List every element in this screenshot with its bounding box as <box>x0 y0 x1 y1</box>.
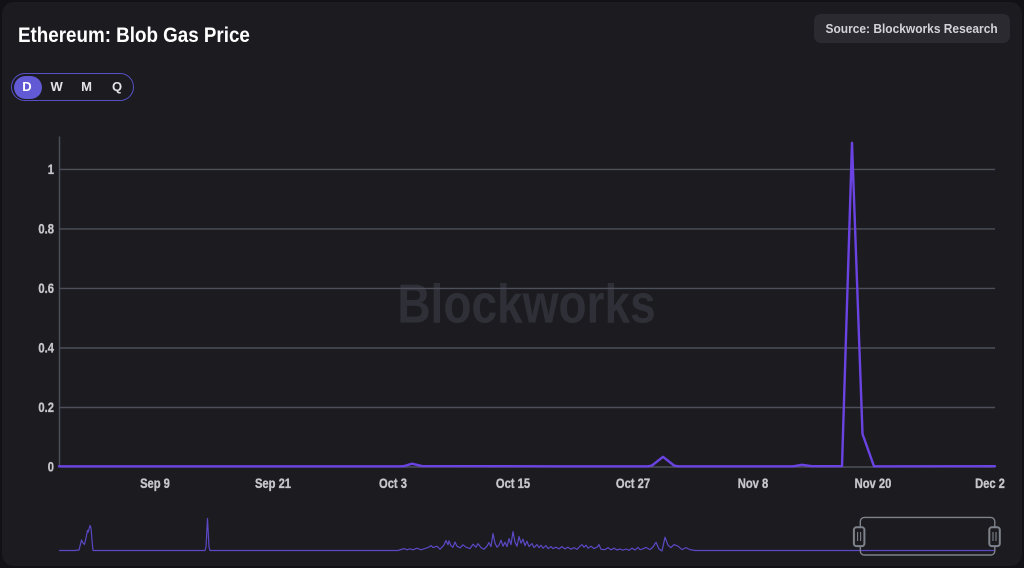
svg-text:0.6: 0.6 <box>38 281 54 296</box>
svg-text:0: 0 <box>48 459 54 474</box>
svg-text:Oct 15: Oct 15 <box>496 476 530 491</box>
svg-text:Nov 8: Nov 8 <box>738 476 768 491</box>
svg-text:Sep 21: Sep 21 <box>255 476 291 491</box>
svg-text:Blockworks: Blockworks <box>397 273 655 335</box>
svg-text:Sep 9: Sep 9 <box>140 476 170 491</box>
svg-text:Nov 20: Nov 20 <box>855 476 892 491</box>
svg-text:0.2: 0.2 <box>38 400 54 415</box>
svg-text:Oct 3: Oct 3 <box>379 476 407 491</box>
svg-text:Oct 27: Oct 27 <box>616 476 650 491</box>
svg-text:1: 1 <box>48 162 54 177</box>
svg-text:0.4: 0.4 <box>38 340 54 355</box>
svg-text:0.8: 0.8 <box>38 221 54 236</box>
svg-text:Dec 2: Dec 2 <box>975 476 1005 491</box>
